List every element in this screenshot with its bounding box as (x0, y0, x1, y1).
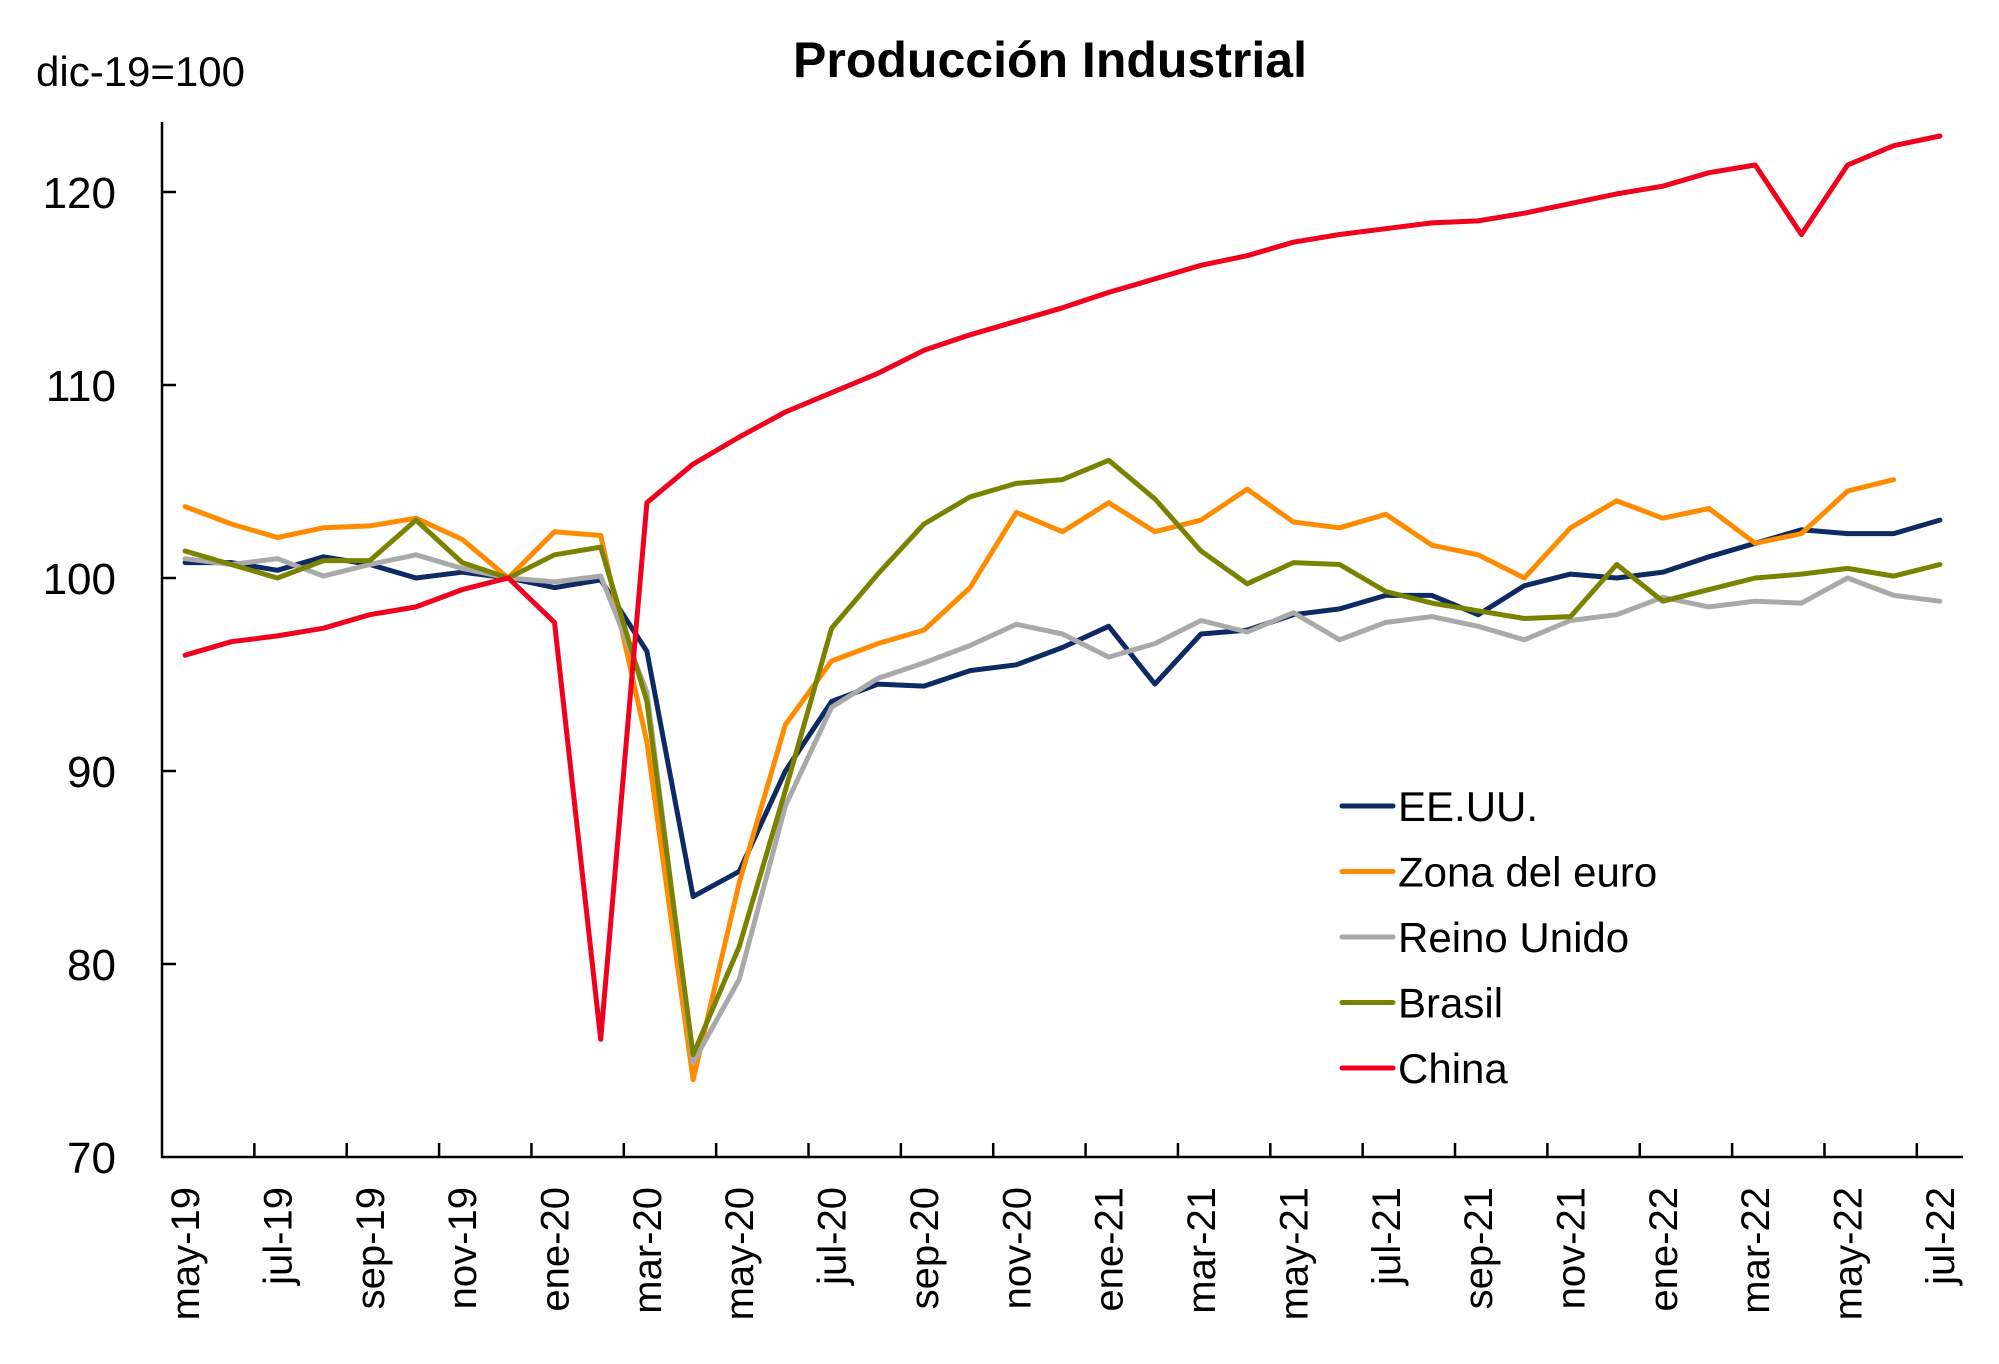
x-tick-label: jul-19 (256, 1187, 300, 1286)
x-tick-label: nov-20 (995, 1187, 1039, 1309)
y-tick-label: 90 (67, 748, 116, 797)
x-tick-label: nov-19 (441, 1187, 485, 1309)
y-tick-label: 80 (67, 941, 116, 990)
legend: EE.UU. Zona del euro Reino Unido Brasil Chin… (1339, 783, 1657, 1092)
y-axis-ticks: 70 80 90 100 110 120 (43, 169, 176, 1183)
x-tick-label: ene-21 (1088, 1187, 1132, 1312)
series-lines (182, 133, 1943, 1083)
y-tick-label: 120 (43, 169, 116, 218)
x-tick-label: sep-19 (349, 1187, 393, 1309)
x-tick-label: mar-22 (1734, 1187, 1778, 1314)
x-tick-label: sep-20 (903, 1187, 947, 1309)
x-tick-label: ene-20 (534, 1187, 578, 1312)
legend-label: Brasil (1398, 980, 1503, 1027)
x-tick-label: ene-22 (1642, 1187, 1686, 1312)
x-tick-label: jul-22 (1919, 1187, 1963, 1286)
y-tick-label: 70 (67, 1134, 116, 1183)
x-tick-label: may-22 (1827, 1187, 1871, 1320)
x-tick-label: jul-21 (1365, 1187, 1409, 1286)
x-tick-label: mar-21 (1180, 1187, 1224, 1314)
x-tick-label: nov-21 (1549, 1187, 1593, 1309)
y-axis-unit-label: dic-19=100 (36, 48, 245, 95)
y-tick-label: 100 (43, 555, 116, 604)
x-tick-label: jul-20 (811, 1187, 855, 1286)
series-line-ee-uu (182, 517, 1943, 899)
legend-label: EE.UU. (1398, 783, 1538, 830)
series-line-zona-del-euro (182, 477, 1897, 1083)
y-tick-label: 110 (46, 362, 116, 411)
x-tick-label: sep-21 (1457, 1187, 1501, 1309)
legend-label: China (1398, 1045, 1508, 1092)
x-axis-ticks: may-19 jul-19 sep-19 nov-19 ene-20 mar-20 may-… (164, 1143, 1963, 1320)
x-tick-label: may-21 (1272, 1187, 1316, 1320)
legend-label: Reino Unido (1398, 914, 1629, 961)
series-line-reino-unido (182, 552, 1943, 1065)
series-line-brasil (182, 457, 1943, 1058)
chart-title: Producción Industrial (793, 32, 1307, 88)
x-tick-label: may-19 (164, 1187, 208, 1320)
legend-label: Zona del euro (1398, 849, 1657, 896)
x-tick-label: may-20 (718, 1187, 762, 1320)
series-line-china (182, 133, 1943, 1042)
x-tick-label: mar-20 (626, 1187, 670, 1314)
